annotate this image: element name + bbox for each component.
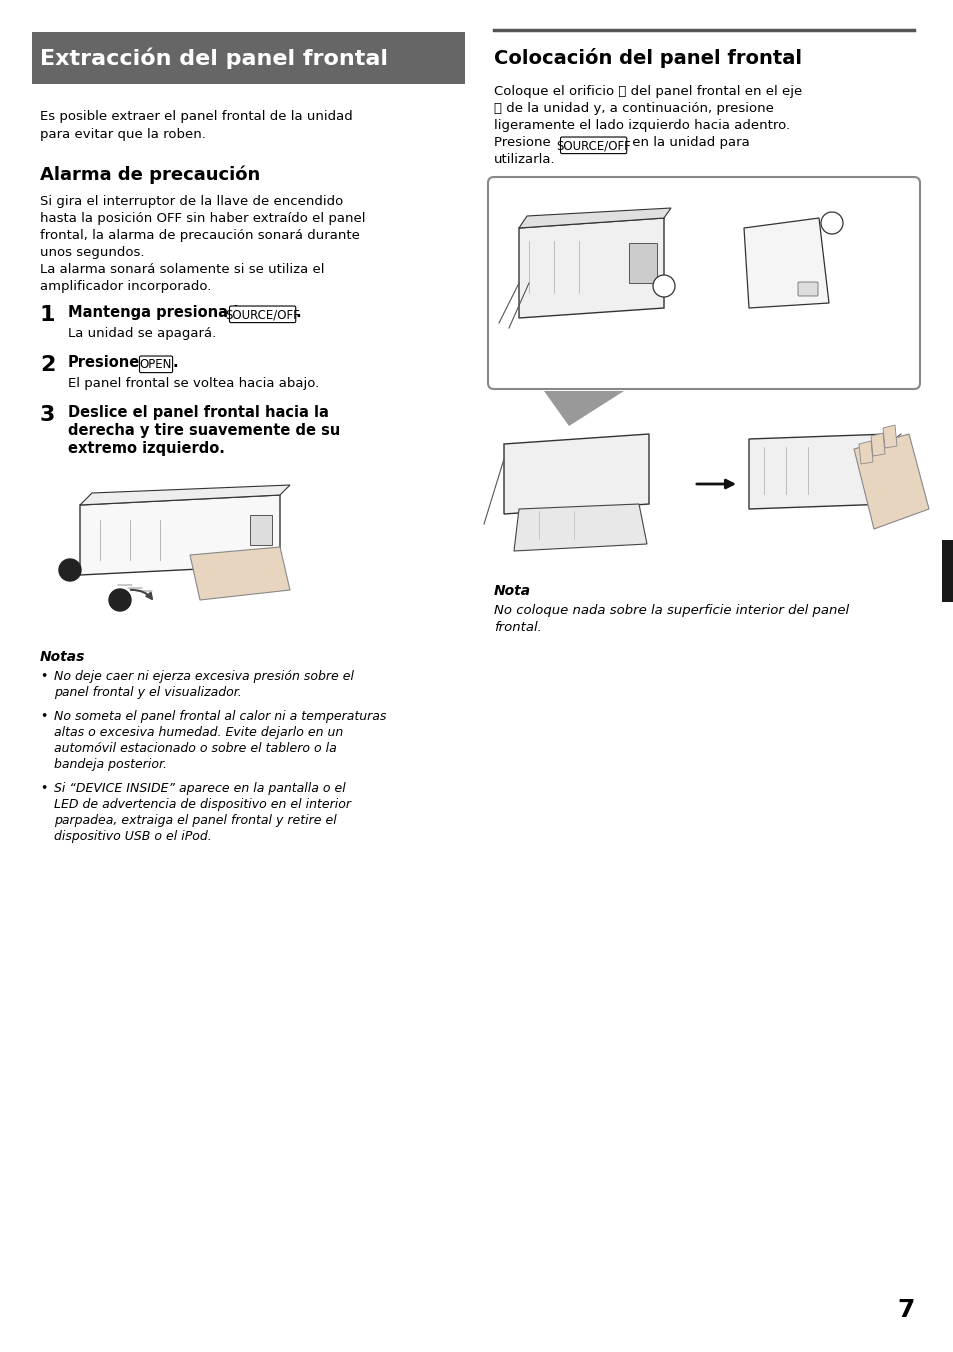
Text: ligeramente el lado izquierdo hacia adentro.: ligeramente el lado izquierdo hacia aden… — [494, 119, 789, 132]
FancyBboxPatch shape — [250, 515, 272, 545]
Text: A: A — [827, 218, 836, 228]
Text: 7: 7 — [897, 1298, 914, 1322]
Text: LED de advertencia de dispositivo en el interior: LED de advertencia de dispositivo en el … — [54, 798, 351, 811]
Polygon shape — [503, 434, 648, 514]
Text: frontal, la alarma de precaución sonará durante: frontal, la alarma de precaución sonará … — [40, 228, 359, 242]
Polygon shape — [514, 504, 646, 552]
Text: 1: 1 — [40, 306, 55, 324]
FancyBboxPatch shape — [488, 177, 919, 389]
Text: No deje caer ni ejerza excesiva presión sobre el: No deje caer ni ejerza excesiva presión … — [54, 671, 354, 683]
Text: parpadea, extraiga el panel frontal y retire el: parpadea, extraiga el panel frontal y re… — [54, 814, 336, 827]
Text: Notas: Notas — [40, 650, 85, 664]
Text: No coloque nada sobre la superficie interior del panel: No coloque nada sobre la superficie inte… — [494, 604, 848, 617]
Polygon shape — [853, 434, 928, 529]
Text: Nota: Nota — [494, 584, 531, 598]
Text: Mantenga presionado: Mantenga presionado — [68, 306, 248, 320]
Text: 2: 2 — [116, 595, 124, 604]
Text: Alarma de precaución: Alarma de precaución — [40, 165, 260, 184]
FancyBboxPatch shape — [230, 306, 295, 323]
Polygon shape — [80, 485, 290, 506]
Text: en la unidad para: en la unidad para — [628, 137, 749, 149]
Polygon shape — [518, 218, 663, 318]
Text: derecha y tire suavemente de su: derecha y tire suavemente de su — [68, 423, 340, 438]
Circle shape — [652, 274, 675, 297]
Text: extremo izquierdo.: extremo izquierdo. — [68, 441, 225, 456]
Text: SOURCE/OFF: SOURCE/OFF — [556, 139, 630, 153]
Text: Colocación del panel frontal: Colocación del panel frontal — [494, 49, 801, 68]
Text: utilizarla.: utilizarla. — [494, 153, 555, 166]
Bar — [941, 539, 953, 602]
Text: SOURCE/OFF: SOURCE/OFF — [225, 308, 299, 322]
Text: Es posible extraer el panel frontal de la unidad: Es posible extraer el panel frontal de l… — [40, 110, 353, 123]
Polygon shape — [543, 391, 623, 426]
Polygon shape — [882, 425, 896, 448]
Text: Si “DEVICE INSIDE” aparece en la pantalla o el: Si “DEVICE INSIDE” aparece en la pantall… — [54, 781, 345, 795]
Polygon shape — [870, 433, 884, 456]
Text: La unidad se apagará.: La unidad se apagará. — [68, 327, 216, 339]
Circle shape — [821, 212, 842, 234]
FancyBboxPatch shape — [797, 283, 817, 296]
Text: No someta el panel frontal al calor ni a temperaturas: No someta el panel frontal al calor ni a… — [54, 710, 386, 723]
Text: El panel frontal se voltea hacia abajo.: El panel frontal se voltea hacia abajo. — [68, 377, 319, 389]
FancyBboxPatch shape — [139, 356, 172, 373]
Text: 3: 3 — [40, 406, 55, 425]
Text: unos segundos.: unos segundos. — [40, 246, 144, 260]
Text: Presione: Presione — [68, 356, 140, 370]
Polygon shape — [743, 218, 828, 308]
Text: .: . — [294, 306, 300, 320]
Text: panel frontal y el visualizador.: panel frontal y el visualizador. — [54, 685, 241, 699]
Text: 2: 2 — [40, 356, 55, 375]
Text: bandeja posterior.: bandeja posterior. — [54, 758, 167, 771]
Bar — [32, 32, 464, 84]
Text: OPEN: OPEN — [140, 358, 172, 372]
Polygon shape — [518, 208, 670, 228]
Text: Coloque el orificio Ⓐ del panel frontal en el eje: Coloque el orificio Ⓐ del panel frontal … — [494, 85, 801, 97]
Polygon shape — [190, 548, 290, 600]
Text: altas o excesiva humedad. Evite dejarlo en un: altas o excesiva humedad. Evite dejarlo … — [54, 726, 343, 740]
Polygon shape — [858, 441, 872, 464]
Text: amplificador incorporado.: amplificador incorporado. — [40, 280, 212, 293]
Text: Ⓑ de la unidad y, a continuación, presione: Ⓑ de la unidad y, a continuación, presio… — [494, 101, 773, 115]
Text: para evitar que la roben.: para evitar que la roben. — [40, 128, 206, 141]
Text: 1: 1 — [66, 565, 73, 575]
Text: hasta la posición OFF sin haber extraído el panel: hasta la posición OFF sin haber extraído… — [40, 212, 365, 224]
Text: Si gira el interruptor de la llave de encendido: Si gira el interruptor de la llave de en… — [40, 195, 343, 208]
Polygon shape — [748, 434, 888, 508]
Text: Deslice el panel frontal hacia la: Deslice el panel frontal hacia la — [68, 406, 329, 420]
Text: •: • — [40, 671, 48, 683]
Text: La alarma sonará solamente si se utiliza el: La alarma sonará solamente si se utiliza… — [40, 264, 324, 276]
FancyBboxPatch shape — [560, 137, 626, 154]
Text: dispositivo USB o el iPod.: dispositivo USB o el iPod. — [54, 830, 212, 844]
Text: Extracción del panel frontal: Extracción del panel frontal — [40, 47, 388, 69]
Text: .: . — [172, 356, 177, 370]
Text: automóvil estacionado o sobre el tablero o la: automóvil estacionado o sobre el tablero… — [54, 742, 336, 754]
Text: frontal.: frontal. — [494, 621, 541, 634]
Text: Presione: Presione — [494, 137, 555, 149]
Text: •: • — [40, 781, 48, 795]
Polygon shape — [80, 495, 280, 575]
Text: B: B — [659, 281, 667, 291]
Text: •: • — [40, 710, 48, 723]
FancyBboxPatch shape — [628, 243, 657, 283]
Circle shape — [109, 589, 131, 611]
Circle shape — [59, 558, 81, 581]
